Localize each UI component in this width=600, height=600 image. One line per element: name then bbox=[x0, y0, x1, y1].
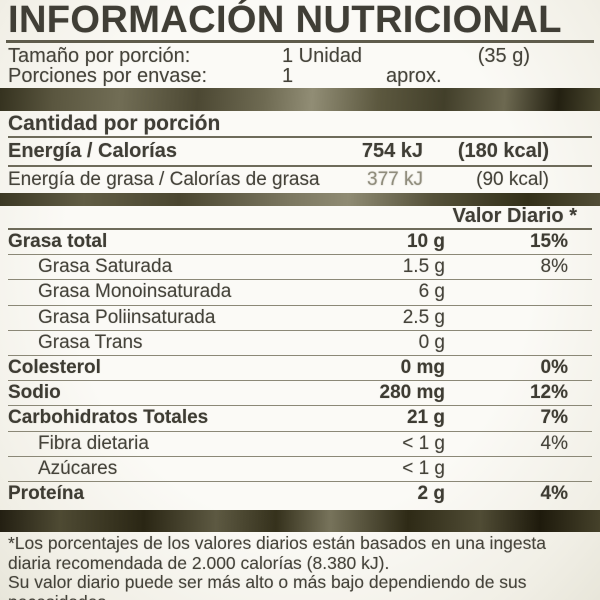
nutrient-label: Fibra dietaria bbox=[38, 432, 149, 454]
energy-from-fat-kcal-value: (90 kcal) bbox=[476, 169, 549, 190]
nutrient-label: Azúcares bbox=[38, 457, 118, 479]
serving-info: Tamaño por porción: 1 Unidad (35 g) Porc… bbox=[8, 43, 592, 88]
nutrient-amount: < 1 g bbox=[402, 457, 445, 479]
servings-per-container-value: 1 bbox=[282, 65, 294, 87]
serving-size-weight: (35 g) bbox=[477, 45, 530, 67]
nutrient-daily-value: 0% bbox=[540, 357, 568, 379]
title-divider bbox=[6, 40, 594, 43]
serving-size-row: Tamaño por porción: 1 Unidad (35 g) bbox=[8, 46, 592, 66]
servings-per-container-row: Porciones por envase: 1 aprox. bbox=[8, 66, 592, 86]
amount-per-serving-header: Cantidad por porción bbox=[8, 111, 592, 138]
nutrient-amount: < 1 g bbox=[402, 432, 445, 454]
nutrient-label: Grasa Trans bbox=[38, 331, 143, 353]
footnote-line: diaria recomendada de 2.000 calorías (8.… bbox=[8, 553, 390, 573]
nutrient-label: Grasa Monoinsaturada bbox=[38, 281, 232, 303]
nutrient-amount: 6 g bbox=[418, 281, 445, 303]
energy-from-fat-label: Energía de grasa / Calorías de grasa bbox=[8, 169, 320, 190]
nutrient-row-polyunsaturated-fat: Grasa Poliinsaturada 2.5 g bbox=[8, 306, 592, 331]
footnote-line: necesidades. bbox=[8, 593, 600, 600]
nutrient-label: Sodio bbox=[8, 382, 61, 404]
footnote-line: Su valor diario puede ser más alto o más… bbox=[8, 573, 527, 592]
nutrient-row-total-carbohydrate: Carbohidratos Totales 21 g 7% bbox=[8, 406, 592, 432]
nutrient-row-trans-fat: Grasa Trans 0 g bbox=[8, 331, 592, 356]
daily-value-header: Valor Diario * bbox=[8, 206, 592, 230]
energy-row: Energía / Calorías 754 kJ (180 kcal) bbox=[8, 138, 592, 167]
nutrient-amount: 0 mg bbox=[400, 357, 445, 379]
nutrient-row-sodium: Sodio 280 mg 12% bbox=[8, 381, 592, 407]
nutrient-label: Grasa total bbox=[8, 231, 108, 253]
nutrient-amount: 0 g bbox=[418, 331, 445, 353]
daily-value-footnote: *Los porcentajes de los valores diarios … bbox=[8, 534, 600, 600]
energy-kcal-value: (180 kcal) bbox=[457, 140, 549, 162]
nutrient-row-sugars: Azúcares < 1 g bbox=[8, 457, 592, 482]
nutrient-row-protein: Proteína 2 g 4% bbox=[8, 482, 592, 507]
footnote-line: *Los porcentajes de los valores diarios … bbox=[8, 534, 546, 553]
nutrient-amount: 2.5 g bbox=[402, 306, 445, 328]
nutrient-amount: 1.5 g bbox=[402, 256, 445, 278]
nutrient-daily-value: 8% bbox=[540, 256, 568, 278]
servings-per-container-note: aprox. bbox=[386, 65, 442, 87]
energy-from-fat-kj-value: 377 kJ bbox=[367, 169, 423, 190]
nutrient-row-saturated-fat: Grasa Saturada 1.5 g 8% bbox=[8, 255, 592, 281]
nutrient-amount: 2 g bbox=[417, 483, 445, 505]
nutrient-amount: 280 mg bbox=[379, 382, 445, 404]
nutrient-daily-value: 12% bbox=[529, 382, 568, 404]
energy-label: Energía / Calorías bbox=[8, 140, 177, 162]
energy-kj-value: 754 kJ bbox=[361, 140, 423, 162]
label-title: INFORMACIÓN NUTRICIONAL bbox=[8, 0, 562, 41]
nutrient-table: Grasa total 10 g 15% Grasa Saturada 1.5 … bbox=[8, 230, 592, 507]
nutrient-row-dietary-fiber: Fibra dietaria < 1 g 4% bbox=[8, 432, 592, 457]
nutrient-label: Carbohidratos Totales bbox=[8, 407, 209, 429]
nutrient-daily-value: 15% bbox=[529, 231, 568, 253]
nutrient-label: Colesterol bbox=[8, 357, 101, 379]
nutrient-row-cholesterol: Colesterol 0 mg 0% bbox=[8, 356, 592, 382]
nutrient-label: Grasa Saturada bbox=[38, 256, 173, 278]
nutrient-label: Grasa Poliinsaturada bbox=[38, 306, 216, 328]
nutrient-label: Proteína bbox=[8, 483, 85, 505]
divider-bar-top bbox=[0, 88, 600, 111]
nutrient-daily-value: 7% bbox=[540, 407, 568, 429]
nutrient-row-total-fat: Grasa total 10 g 15% bbox=[8, 230, 592, 256]
serving-size-value: 1 Unidad bbox=[282, 45, 363, 67]
nutrient-daily-value: 4% bbox=[540, 483, 568, 505]
nutrient-daily-value: 4% bbox=[540, 432, 568, 454]
serving-size-label: Tamaño por porción: bbox=[8, 45, 191, 67]
divider-bar-bottom bbox=[0, 510, 600, 533]
nutrient-row-monounsaturated-fat: Grasa Monoinsaturada 6 g bbox=[8, 280, 592, 306]
energy-from-fat-row: Energía de grasa / Calorías de grasa 377… bbox=[8, 167, 592, 193]
servings-per-container-label: Porciones por envase: bbox=[8, 65, 208, 87]
divider-bar-middle bbox=[0, 193, 600, 206]
nutrient-amount: 21 g bbox=[406, 407, 445, 429]
nutrient-amount: 10 g bbox=[406, 231, 445, 253]
